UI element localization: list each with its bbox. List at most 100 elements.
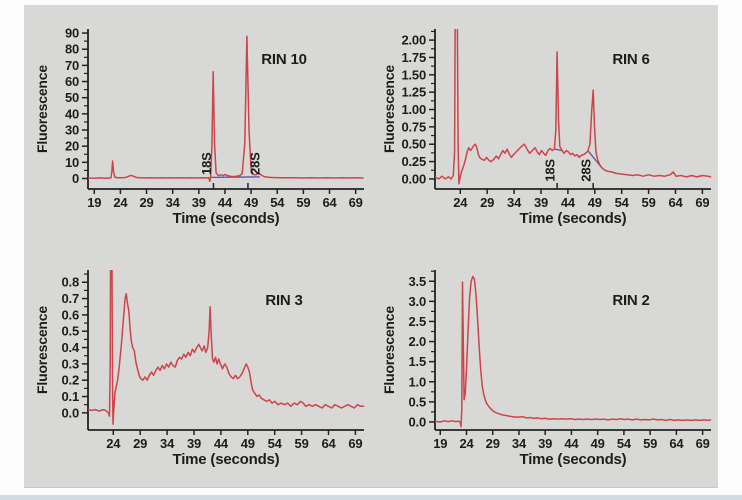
y-tick-label: 0.3 — [62, 356, 79, 371]
fluorescence-trace — [435, 29, 712, 185]
y-tick-label: 0.50 — [401, 137, 426, 152]
y-tick-label: 20 — [65, 139, 79, 154]
y-tick-label: 0.0 — [62, 405, 79, 420]
y-tick-label: 0.6 — [62, 307, 79, 322]
x-tick-label: 19 — [87, 195, 101, 210]
y-tick-label: 70 — [65, 58, 79, 73]
fluorescence-trace — [435, 275, 712, 428]
figure-panel: 19 24 29 34 39 44 49 54 59 64 69 0 10 20 30 40 50 60 70 80 9… — [24, 5, 718, 488]
x-axis-title: Time (seconds) — [519, 210, 627, 227]
chart-title: RIN 2 — [612, 292, 650, 309]
peak-label-18s: 18S — [199, 152, 214, 175]
y-axis-title: Fluorescence — [381, 306, 397, 394]
x-tick-label: 24 — [113, 195, 128, 210]
bottom-accent-bar — [0, 495, 742, 500]
x-tick-label: 19 — [433, 436, 447, 451]
y-tick-label: 0.5 — [62, 324, 79, 339]
x-tick-label: 39 — [187, 436, 201, 451]
x-tick-label: 34 — [160, 436, 175, 451]
x-tick-label: 29 — [133, 436, 147, 451]
y-tick-label: 3.5 — [409, 274, 426, 289]
y-tick-label: 0.75 — [401, 119, 426, 134]
x-tick-label: 39 — [534, 195, 548, 210]
chart-canvas: 24 29 34 39 44 49 54 59 64 69 0.00.10.2 0.30.40.5 0.… — [62, 270, 365, 451]
x-tick-label: 39 — [538, 436, 552, 451]
y-tick-label: 90 — [65, 26, 79, 41]
x-axis-title: Time (seconds) — [172, 210, 280, 227]
integration-baseline — [554, 148, 563, 152]
y-tick-label: 0.4 — [62, 340, 80, 355]
x-tick-label: 49 — [244, 195, 258, 210]
peak-label-28s: 28S — [579, 159, 594, 182]
y-tick-label: 30 — [65, 123, 79, 138]
x-tick-label: 44 — [218, 195, 233, 210]
y-tick-label: 0.0 — [409, 414, 426, 429]
peak-label-28s: 28S — [247, 152, 262, 175]
fluorescence-trace — [88, 270, 365, 426]
x-tick-label: 29 — [486, 436, 500, 451]
y-tick-label: 0.1 — [62, 389, 79, 404]
y-tick-label: 1.00 — [401, 102, 426, 117]
x-tick-label: 64 — [322, 195, 337, 210]
x-tick-label: 39 — [192, 195, 206, 210]
y-tick-label: 60 — [65, 74, 79, 89]
y-tick-label: 0.00 — [401, 171, 426, 186]
x-tick-label: 29 — [480, 195, 494, 210]
chart-rin-6: 24 29 34 39 44 49 54 59 64 69 0.00 0.25 0.50 0.75 1.00… — [371, 5, 718, 246]
y-tick-label: 3.0 — [409, 294, 426, 309]
y-tick-label: 0.8 — [62, 275, 79, 290]
y-tick-label: 2.5 — [409, 314, 426, 329]
y-tick-label: 80 — [65, 42, 79, 57]
y-tick-label: 1.0 — [409, 374, 426, 389]
y-tick-label: 0 — [72, 171, 79, 186]
y-tick-label: 0.7 — [62, 291, 79, 306]
x-tick-label: 34 — [507, 195, 522, 210]
x-tick-label: 59 — [643, 436, 657, 451]
x-axis-title: Time (seconds) — [519, 451, 627, 468]
chart-rin-3: 24 29 34 39 44 49 54 59 64 69 0.0 0.1 0.2 0.3 0.4 0.5 0.… — [24, 246, 371, 487]
y-axis-title: Fluorescence — [381, 65, 397, 153]
y-tick-label: 1.5 — [409, 354, 426, 369]
x-tick-label: 34 — [166, 195, 181, 210]
x-tick-label: 64 — [669, 436, 684, 451]
x-tick-label: 44 — [214, 436, 229, 451]
x-tick-label: 44 — [561, 195, 576, 210]
y-axis-title: Fluorescence — [34, 65, 50, 153]
x-tick-label: 24 — [453, 195, 468, 210]
x-tick-label: 69 — [349, 195, 363, 210]
chart-rin-2: 19 24 29 34 39 44 49 54 59 64 69 0.0 0.5 1.0 1.5 2.0 2.5… — [371, 246, 718, 487]
chart-title: RIN 10 — [261, 51, 307, 68]
y-tick-label: 1.50 — [401, 67, 426, 82]
x-tick-label: 59 — [642, 195, 656, 210]
x-tick-label: 64 — [321, 436, 336, 451]
x-tick-label: 24 — [459, 436, 474, 451]
x-tick-label: 49 — [591, 436, 605, 451]
y-tick-label: 0.5 — [409, 394, 426, 409]
y-tick-label: 40 — [65, 106, 79, 121]
x-tick-label: 49 — [588, 195, 602, 210]
y-tick-label: 1.75 — [401, 50, 426, 65]
x-tick-label: 54 — [615, 195, 630, 210]
x-tick-label: 44 — [564, 436, 579, 451]
x-tick-label: 64 — [668, 195, 683, 210]
chart-title: RIN 6 — [612, 51, 650, 68]
chart-canvas: 24 29 34 39 44 49 54 59 64 69 0.00 0.25 0.50 0.75 1.00… — [401, 29, 712, 210]
y-tick-label: 2.0 — [409, 334, 426, 349]
y-tick-label: 0.25 — [401, 154, 426, 169]
x-tick-label: 69 — [696, 436, 710, 451]
y-tick-label: 10 — [65, 155, 79, 170]
y-tick-label: 1.25 — [401, 85, 426, 100]
peak-label-18s: 18S — [543, 159, 558, 182]
x-tick-label: 59 — [296, 195, 310, 210]
x-tick-label: 24 — [106, 436, 121, 451]
x-tick-label: 34 — [512, 436, 527, 451]
chart-canvas: 19 24 29 34 39 44 49 54 59 64 69 0.0 0.5 1.0 1.5 2.0 2.5… — [409, 270, 712, 451]
x-tick-label: 59 — [295, 436, 309, 451]
x-tick-label: 29 — [140, 195, 154, 210]
x-tick-label: 49 — [241, 436, 255, 451]
y-tick-label: 50 — [65, 90, 79, 105]
x-axis-title: Time (seconds) — [172, 451, 280, 468]
x-tick-label: 69 — [695, 195, 709, 210]
